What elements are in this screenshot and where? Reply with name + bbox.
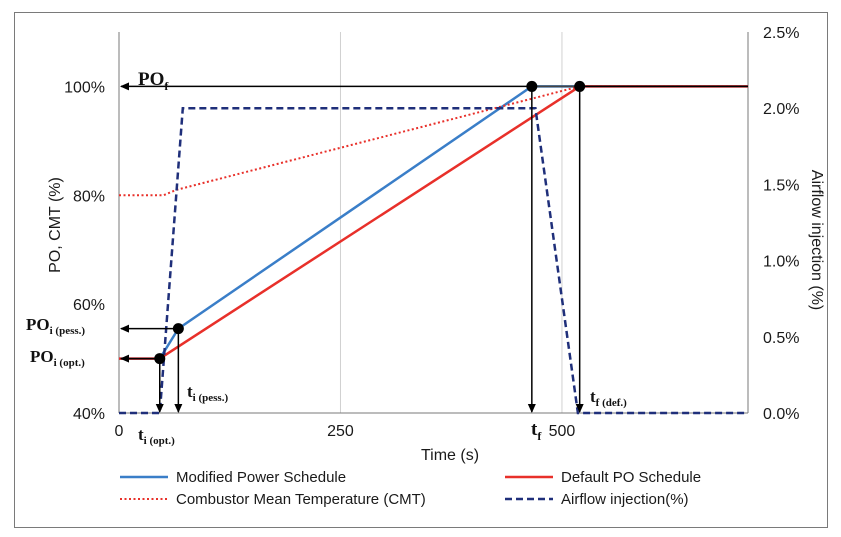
label-po-i-opt: POi (opt.): [30, 347, 85, 369]
y-left-tick-label: 100%: [64, 79, 105, 96]
y-left-axis-title: PO, CMT (%): [47, 177, 64, 273]
legend-label-airflow: Airflow injection(%): [561, 491, 689, 508]
x-axis-title: Time (s): [421, 447, 479, 464]
x-tick-label: 0: [115, 423, 124, 440]
legend-label-cmt: Combustor Mean Temperature (CMT): [176, 491, 426, 508]
label-po-f: POf: [138, 69, 169, 93]
legend: Modified Power Schedule Default PO Sched…: [120, 469, 701, 508]
marker-point-0: [154, 353, 166, 365]
label-t-i-opt: ti (opt.): [138, 425, 175, 447]
series-line-3: [119, 106, 748, 415]
x-tick-label: 250: [327, 423, 354, 440]
label-po-i-pess: POi (pess.): [26, 315, 85, 337]
y-right-tick-label: 2.0%: [763, 101, 799, 118]
figure-frame: [14, 12, 828, 528]
y-left-tick-label: 60%: [73, 297, 105, 314]
series-line-1: [119, 85, 748, 360]
grid-lines: [339, 32, 563, 413]
y-right-tick-label: 1.5%: [763, 177, 799, 194]
series-layer: [119, 85, 748, 415]
label-t-f: tf: [531, 419, 542, 443]
marker-point-2: [526, 80, 538, 92]
label-t-i-pess: ti (pess.): [187, 382, 228, 404]
x-tick-label: 500: [549, 423, 576, 440]
y-left-tick-label: 40%: [73, 406, 105, 423]
legend-label-default: Default PO Schedule: [561, 469, 701, 486]
series-line-0: [119, 85, 748, 360]
marker-point-1: [172, 323, 184, 335]
y-right-tick-label: 0.0%: [763, 406, 799, 423]
y-right-tick-label: 2.5%: [763, 25, 799, 42]
y-right-tick-label: 0.5%: [763, 330, 799, 347]
y-right-axis-title: Airflow injection (%): [808, 170, 825, 310]
legend-label-modified: Modified Power Schedule: [176, 469, 346, 486]
marker-point-3: [574, 80, 586, 92]
series-line-2: [119, 85, 748, 197]
tick-labels: 0 250 500 40% 60% 80% 100% 0.0% 0.5% 1.0% 1.5% 2.0%…: [64, 25, 799, 440]
annotation-arrows: [120, 82, 748, 413]
label-t-f-def: tf (def.): [590, 387, 627, 409]
marker-points: [154, 80, 586, 365]
y-left-tick-label: 80%: [73, 188, 105, 205]
axes: [118, 32, 749, 414]
y-right-tick-label: 1.0%: [763, 254, 799, 271]
